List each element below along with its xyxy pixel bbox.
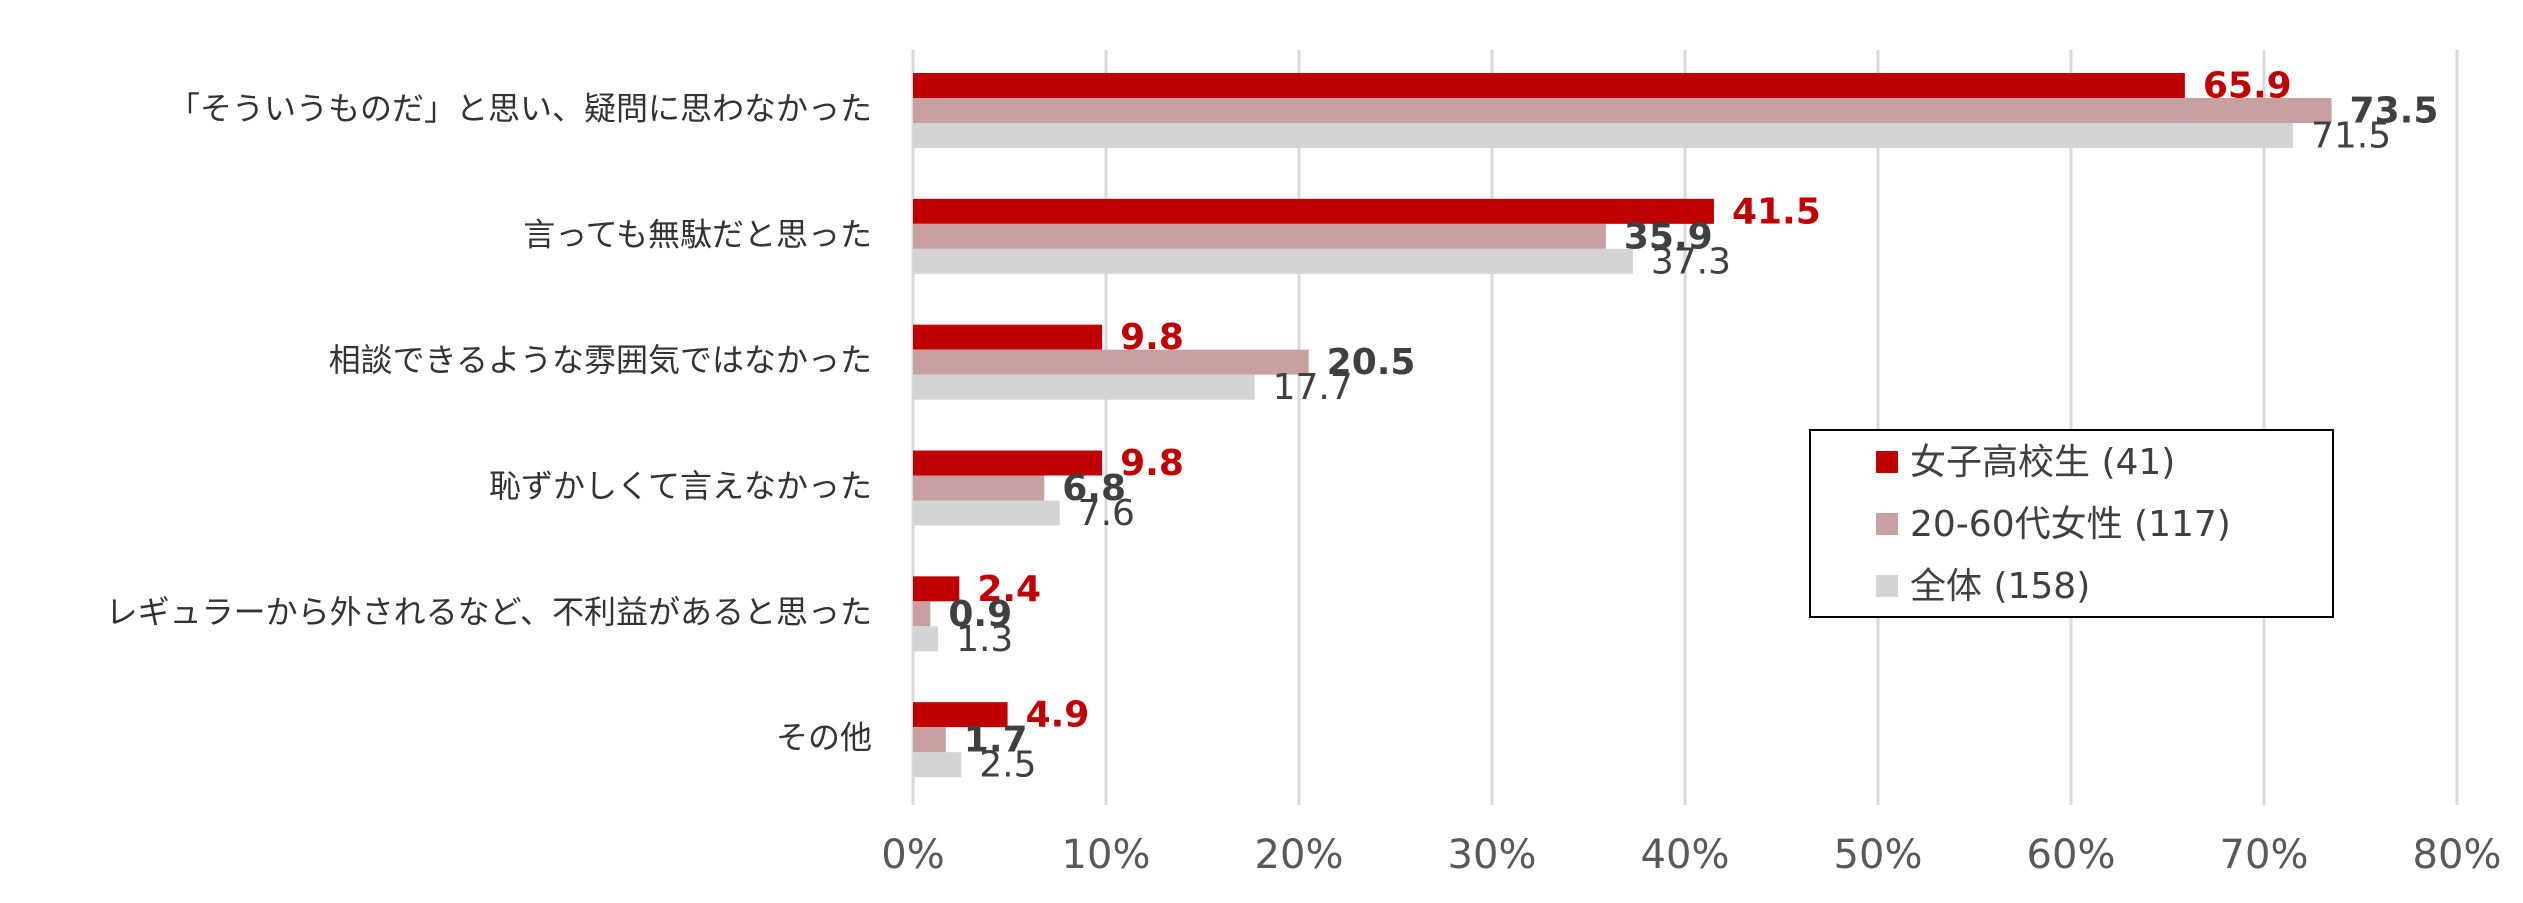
data-label-series3-1: 37.3 bbox=[1651, 241, 1731, 282]
x-tick-label-60: 60% bbox=[2027, 832, 2116, 878]
bar-series3-3 bbox=[913, 500, 1060, 526]
x-tick-label-10: 10% bbox=[1062, 832, 1151, 878]
data-label-series2-0: 73.5 bbox=[2350, 91, 2439, 132]
x-tick-label-30: 30% bbox=[1448, 832, 1537, 878]
data-label-series3-3: 7.6 bbox=[1078, 493, 1135, 534]
data-label-series2-1: 35.9 bbox=[1624, 216, 1713, 257]
legend-label-1: 女子高校生 (41) bbox=[1910, 442, 2175, 483]
data-label-series2-3: 6.8 bbox=[1062, 468, 1126, 509]
gridlines bbox=[911, 50, 2459, 805]
legend-swatch-2 bbox=[1876, 513, 1898, 535]
x-tick-label-40: 40% bbox=[1641, 832, 1730, 878]
bars bbox=[913, 73, 2332, 778]
legend-label-2: 20-60代女性 (117) bbox=[1910, 504, 2231, 545]
bar-series3-0 bbox=[913, 123, 2293, 148]
category-label: 言っても無駄だと思った bbox=[523, 215, 872, 253]
bar-series1-3 bbox=[913, 450, 1103, 476]
category-labels: 「そういうものだ」と思い、疑問に思わなかった言っても無駄だと思った相談できるよう… bbox=[106, 90, 872, 757]
bar-series3-5 bbox=[913, 752, 962, 778]
value-labels: 65.973.571.541.535.937.39.820.517.79.86.… bbox=[948, 66, 2438, 786]
bar-series2-2 bbox=[913, 349, 1309, 375]
category-label: 相談できるような雰囲気ではなかった bbox=[329, 341, 872, 379]
bar-series1-1 bbox=[913, 198, 1714, 224]
category-label: 「そういうものだ」と思い、疑問に思わなかった bbox=[168, 90, 872, 128]
x-tick-label-80: 80% bbox=[2413, 832, 2502, 878]
data-label-series1-5: 4.9 bbox=[1026, 695, 1090, 736]
bar-series2-0 bbox=[913, 98, 2332, 123]
data-label-series1-4: 2.4 bbox=[977, 569, 1041, 610]
data-label-series1-0: 65.9 bbox=[2203, 66, 2292, 107]
legend-label-3: 全体 (158) bbox=[1910, 566, 2090, 607]
x-axis-tick-labels: 0% 10% 20% 30% 40% 50% 60% 70% 80% bbox=[881, 832, 2501, 878]
category-label: レギュラーから外されるなど、不利益があると思った bbox=[106, 593, 872, 631]
x-tick-label-0: 0% bbox=[881, 832, 944, 878]
bar-series3-1 bbox=[913, 248, 1633, 274]
data-label-series3-0: 71.5 bbox=[2311, 116, 2391, 157]
bar-series2-3 bbox=[913, 475, 1045, 501]
data-label-series2-2: 20.5 bbox=[1327, 342, 1416, 383]
x-tick-label-70: 70% bbox=[2220, 832, 2309, 878]
data-label-series2-5: 1.7 bbox=[964, 720, 1028, 761]
bar-series3-4 bbox=[913, 626, 939, 652]
x-tick-label-50: 50% bbox=[1834, 832, 1923, 878]
bar-series1-4 bbox=[913, 576, 960, 602]
data-label-series1-3: 9.8 bbox=[1120, 443, 1184, 484]
x-tick-label-20: 20% bbox=[1255, 832, 1344, 878]
data-label-series3-5: 2.5 bbox=[979, 745, 1036, 786]
bar-series2-5 bbox=[913, 727, 946, 753]
data-label-series3-2: 17.7 bbox=[1273, 367, 1353, 408]
category-label: その他 bbox=[776, 719, 872, 757]
data-label-series1-2: 9.8 bbox=[1120, 317, 1184, 358]
data-label-series1-1: 41.5 bbox=[1732, 191, 1821, 232]
data-label-series2-4: 0.9 bbox=[948, 594, 1012, 635]
bar-series1-0 bbox=[913, 73, 2185, 98]
legend-swatch-1 bbox=[1876, 451, 1898, 473]
legend: 女子高校生 (41) 20-60代女性 (117) 全体 (158) bbox=[1809, 429, 2334, 618]
bar-series2-1 bbox=[913, 223, 1606, 249]
data-label-series3-4: 1.3 bbox=[956, 619, 1013, 660]
legend-swatch-3 bbox=[1876, 575, 1898, 597]
bar-series3-2 bbox=[913, 374, 1255, 400]
bar-series1-5 bbox=[913, 702, 1008, 728]
bar-series1-2 bbox=[913, 324, 1103, 350]
category-label: 恥ずかしくて言えなかった bbox=[489, 467, 872, 505]
bar-series2-4 bbox=[913, 601, 931, 627]
